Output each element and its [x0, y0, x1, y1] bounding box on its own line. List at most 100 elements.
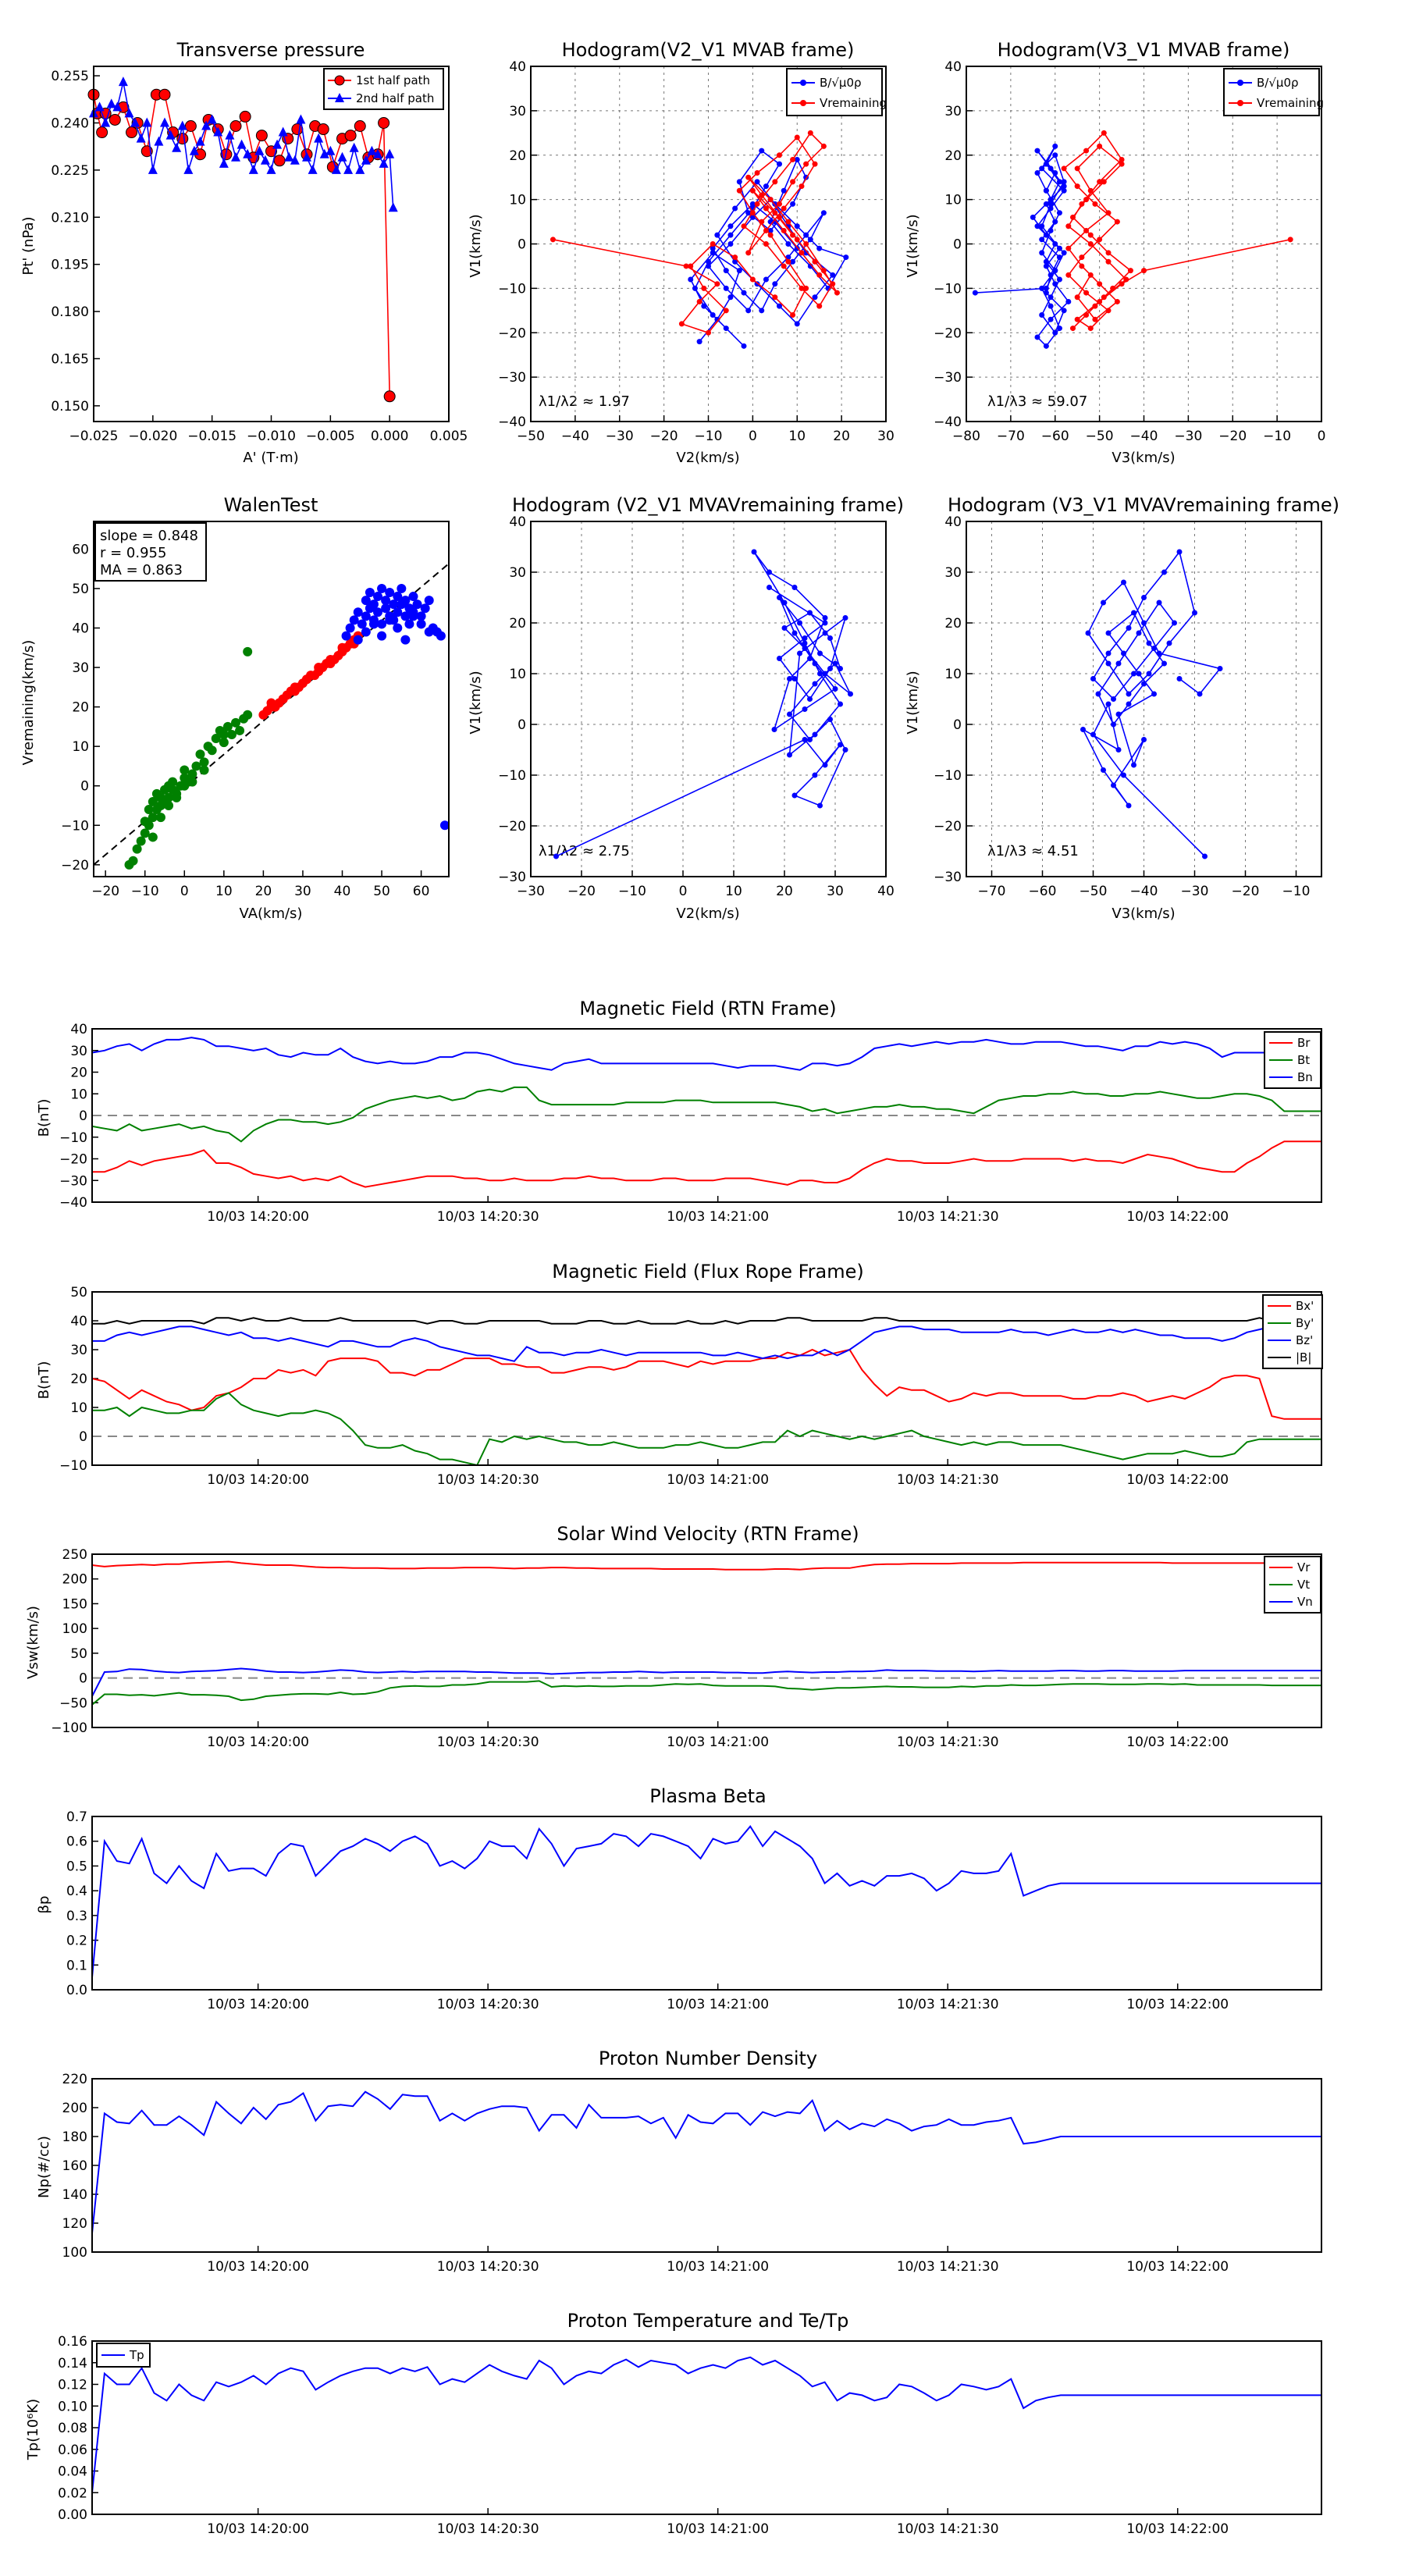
- title-vsw: Solar Wind Velocity (RTN Frame): [557, 1523, 859, 1545]
- data-point-hodo_v3v1_rem: [1176, 676, 1183, 681]
- data-point-transverse_pressure: [296, 114, 306, 124]
- data-point-hodo_v3v1_rem: [1126, 625, 1132, 631]
- data-point-hodo_v3v1: [1039, 165, 1045, 172]
- data-point-hodo_v3v1_rem: [1090, 676, 1096, 681]
- data-point-hodo_v3v1_rem: [1126, 691, 1132, 697]
- data-point-hodo_v2v1: [683, 263, 689, 269]
- data-point-hodo_v3v1_rem: [1151, 646, 1157, 651]
- data-point-hodo_v2v1: [727, 294, 734, 301]
- data-point-transverse_pressure: [207, 114, 217, 124]
- legend-bn: Bn: [1297, 1070, 1313, 1084]
- data-point-hodo_v2v1_rem: [822, 615, 828, 621]
- xlabel-hodo-v2v1: V2(km/s): [676, 450, 739, 466]
- walen-r: r = 0.955: [100, 545, 166, 561]
- data-point-hodo_v3v1: [1083, 197, 1090, 203]
- time-tick-label-beta: 10/03 14:20:30: [437, 1997, 539, 2012]
- data-point-hodo_v3v1_rem: [1166, 640, 1172, 646]
- data-point-hodo_v2v1_rem: [842, 747, 848, 753]
- data-point-hodo_v3v1_rem: [1111, 721, 1116, 728]
- data-point-hodo_v2v1: [745, 250, 752, 256]
- data-point-hodo_v2v1: [772, 294, 778, 301]
- title-beta: Plasma Beta: [649, 1785, 766, 1807]
- data-point-hodo_v2v1: [816, 245, 823, 251]
- time-tick-label-beta: 10/03 14:22:00: [1126, 1997, 1229, 2012]
- time-tick-label-mag_fr: 10/03 14:20:30: [437, 1472, 539, 1488]
- data-point-hodo_v2v1_rem: [822, 630, 828, 636]
- title-mag-rtn: Magnetic Field (RTN Frame): [579, 998, 836, 1019]
- data-point-walen: [164, 792, 174, 802]
- data-point-walen: [393, 623, 403, 633]
- xtick-label-hodo_v2v1_rem: −20: [567, 884, 596, 899]
- time-tick-label-np: 10/03 14:21:30: [897, 2259, 999, 2275]
- data-point-hodo_v2v1_rem: [822, 620, 828, 626]
- time-tick-label-mag_rtn: 10/03 14:22:00: [1126, 1209, 1229, 1225]
- data-point-hodo_v2v1_rem: [827, 717, 833, 722]
- data-point-hodo_v2v1: [732, 254, 738, 261]
- data-point-hodo_v3v1: [1043, 343, 1049, 349]
- data-point-hodo_v3v1_rem: [1131, 762, 1136, 768]
- legend-tp: Tp: [96, 2343, 151, 2368]
- data-point-hodo_v2v1: [706, 329, 711, 336]
- data-point-hodo_v2v1: [830, 272, 836, 278]
- data-point-hodo_v3v1_rem: [1131, 671, 1136, 677]
- data-point-hodo_v3v1_rem: [1115, 660, 1122, 667]
- data-point-hodo_v3v1_rem: [1126, 802, 1132, 809]
- series-line-vsw-0: [92, 1560, 1321, 1571]
- data-point-hodo_v2v1: [834, 290, 840, 296]
- data-point-hodo_v2v1: [790, 258, 796, 265]
- data-point-hodo_v3v1: [1083, 290, 1090, 296]
- ytick-label-np: 120: [62, 2216, 87, 2232]
- data-point-walen: [222, 721, 233, 731]
- data-point-hodo_v2v1: [812, 161, 818, 167]
- data-point-transverse_pressure: [183, 164, 194, 174]
- data-point-hodo_v3v1: [1097, 143, 1103, 149]
- data-point-transverse_pressure: [349, 142, 359, 152]
- series-line-mag_rtn-2: [92, 1037, 1321, 1071]
- data-point-walen: [128, 856, 138, 866]
- data-point-walen: [144, 805, 154, 815]
- data-point-hodo_v2v1: [803, 241, 809, 247]
- data-point-hodo_v3v1: [1043, 285, 1049, 291]
- data-point-hodo_v2v1: [816, 303, 823, 309]
- data-point-walen: [420, 603, 430, 614]
- ytick-label-tp: 0.14: [58, 2356, 87, 2371]
- xtick-label-walen: 60: [413, 884, 430, 899]
- data-point-transverse_pressure: [239, 110, 251, 123]
- time-tick-label-mag_fr: 10/03 14:21:00: [667, 1472, 769, 1488]
- data-point-transverse_pressure: [378, 116, 390, 129]
- data-point-hodo_v3v1: [1087, 241, 1094, 247]
- xtick-label-transverse_pressure: −0.005: [306, 429, 355, 444]
- data-point-hodo_v3v1: [1039, 250, 1045, 256]
- ytick-label-transverse_pressure: 0.195: [51, 258, 89, 273]
- data-point-hodo_v3v1: [1119, 161, 1125, 167]
- data-point-walen: [353, 635, 363, 645]
- time-tick-label-np: 10/03 14:21:00: [667, 2259, 769, 2275]
- data-point-hodo_v3v1: [1105, 250, 1112, 256]
- data-point-hodo_v2v1: [754, 170, 760, 176]
- data-point-hodo_v2v1: [754, 201, 760, 207]
- data-point-transverse_pressure: [284, 151, 294, 162]
- data-point-hodo_v3v1: [1127, 268, 1133, 274]
- data-point-hodo_v2v1: [727, 223, 734, 229]
- axes-frame-hodo_v2v1_rem: [530, 521, 887, 877]
- data-point-hodo_v3v1: [1061, 187, 1067, 194]
- title-hodo-v2v1: Hodogram(V2_V1 MVAB frame): [562, 39, 855, 61]
- ytick-label-np: 160: [62, 2158, 87, 2174]
- data-point-hodo_v2v1: [732, 258, 738, 265]
- data-point-hodo_v3v1: [1052, 219, 1058, 225]
- data-point-hodo_v3v1_rem: [1161, 660, 1167, 667]
- data-point-walen: [180, 765, 190, 775]
- data-point-walen: [400, 635, 411, 645]
- legend-hodo-v3v1-v: Vremaining: [1257, 96, 1324, 110]
- data-point-hodo_v3v1: [1034, 223, 1040, 229]
- time-tick-label-tp: 10/03 14:20:00: [207, 2521, 309, 2537]
- data-point-walen: [349, 615, 359, 625]
- data-point-walen: [226, 730, 237, 739]
- data-point-hodo_v2v1_rem: [797, 650, 802, 656]
- data-point-hodo_v2v1: [759, 148, 765, 154]
- data-point-hodo_v3v1: [1048, 201, 1054, 207]
- data-point-hodo_v3v1: [1052, 329, 1058, 336]
- data-point-hodo_v2v1: [803, 161, 809, 167]
- ytick-label-walen: 30: [72, 660, 89, 676]
